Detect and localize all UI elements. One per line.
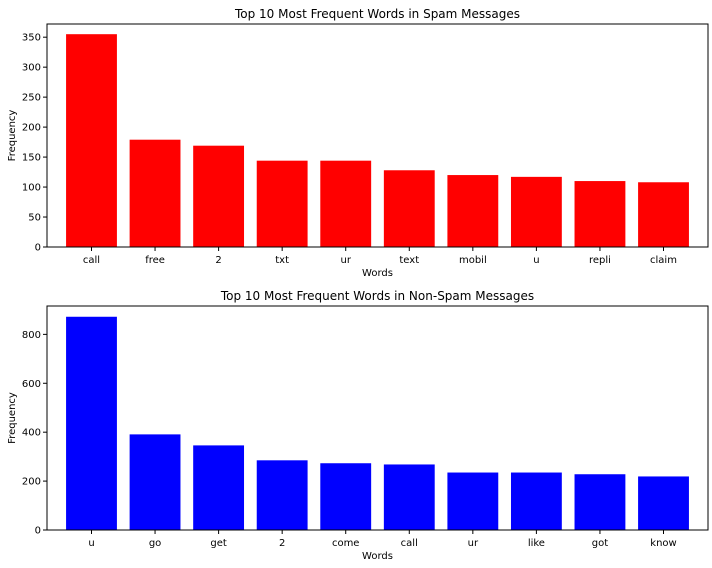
spam-bar-2	[193, 145, 245, 247]
spam-plot-frame	[46, 23, 709, 248]
non-spam-bar-8	[574, 474, 626, 530]
spam-y-tick-label-3: 150	[22, 153, 41, 164]
spam-bar-1	[129, 139, 181, 247]
non-spam-x-tick-label-9: know	[650, 538, 676, 549]
non-spam-bar-3	[256, 460, 308, 530]
spam-x-tick-label-5: text	[399, 255, 419, 266]
non-spam-x-ticks: u go get 2 come call ur like got know	[88, 530, 677, 549]
non-spam-y-tick-label-1: 200	[22, 477, 41, 488]
spam-bar-7	[510, 176, 562, 247]
spam-bars	[66, 34, 689, 247]
spam-x-tick-label-2: 2	[215, 255, 221, 266]
spam-bar-3	[256, 160, 308, 247]
non-spam-x-tick-label-6: ur	[468, 538, 479, 549]
non-spam-x-tick-label-4: come	[332, 538, 360, 549]
non-spam-chart-title: Top 10 Most Frequent Words in Non-Spam M…	[220, 289, 534, 303]
spam-x-tick-label-3: txt	[275, 255, 289, 266]
non-spam-plot-frame	[46, 305, 709, 531]
spam-chart-ylabel: Frequency	[7, 110, 18, 162]
spam-chart-title: Top 10 Most Frequent Words in Spam Messa…	[234, 7, 520, 21]
spam-x-tick-label-7: u	[533, 255, 539, 266]
spam-y-tick-label-1: 50	[28, 213, 41, 224]
non-spam-bar-6	[447, 472, 499, 530]
non-spam-y-tick-label-4: 800	[22, 330, 41, 341]
non-spam-bar-2	[193, 445, 245, 530]
spam-y-tick-label-2: 100	[22, 183, 41, 194]
spam-x-tick-label-6: mobil	[459, 255, 487, 266]
non-spam-chart-xlabel: Words	[362, 551, 393, 562]
non-spam-bar-7	[510, 472, 562, 530]
non-spam-bar-0	[66, 316, 117, 530]
non-spam-chart-ylabel: Frequency	[7, 392, 18, 444]
spam-chart-xlabel: Words	[362, 268, 393, 279]
non-spam-x-tick-label-3: 2	[279, 538, 285, 549]
spam-bar-0	[66, 34, 117, 247]
spam-y-tick-label-6: 300	[22, 63, 41, 74]
non-spam-bar-9	[638, 476, 689, 530]
spam-x-tick-label-8: repli	[589, 255, 611, 266]
spam-chart: Top 10 Most Frequent Words in Spam Messa…	[7, 7, 709, 279]
spam-x-ticks: call free 2 txt ur text mobil u repli claim	[83, 247, 677, 266]
non-spam-y-tick-label-2: 400	[22, 428, 41, 439]
non-spam-bar-5	[383, 464, 435, 530]
non-spam-chart: Top 10 Most Frequent Words in Non-Spam M…	[7, 289, 709, 562]
non-spam-x-tick-label-7: like	[528, 538, 545, 549]
non-spam-x-tick-label-1: go	[149, 538, 161, 549]
non-spam-x-tick-label-0: u	[88, 538, 94, 549]
spam-y-tick-label-0: 0	[35, 243, 41, 254]
spam-y-tick-label-5: 250	[22, 93, 41, 104]
spam-bar-4	[320, 160, 372, 247]
spam-bar-8	[574, 181, 626, 247]
spam-x-tick-label-1: free	[145, 255, 165, 266]
non-spam-x-tick-label-5: call	[401, 538, 418, 549]
spam-x-tick-label-0: call	[83, 255, 100, 266]
non-spam-bar-4	[320, 463, 372, 530]
non-spam-bars	[66, 316, 689, 530]
non-spam-x-tick-label-2: get	[210, 538, 227, 549]
spam-bar-9	[638, 182, 689, 247]
spam-y-tick-label-4: 200	[22, 123, 41, 134]
spam-y-tick-label-7: 350	[22, 33, 41, 44]
spam-x-tick-label-4: ur	[340, 255, 351, 266]
spam-x-tick-label-9: claim	[650, 255, 677, 266]
non-spam-x-tick-label-8: got	[592, 538, 608, 549]
non-spam-y-tick-label-0: 0	[35, 526, 41, 537]
spam-y-ticks: 0 50 100 150 200 250 300 350	[22, 33, 47, 254]
non-spam-bar-1	[129, 434, 181, 530]
non-spam-y-tick-label-3: 600	[22, 379, 41, 390]
spam-bar-6	[447, 175, 499, 247]
spam-bar-5	[383, 170, 435, 247]
non-spam-y-ticks: 0 200 400 600 800	[22, 330, 47, 537]
